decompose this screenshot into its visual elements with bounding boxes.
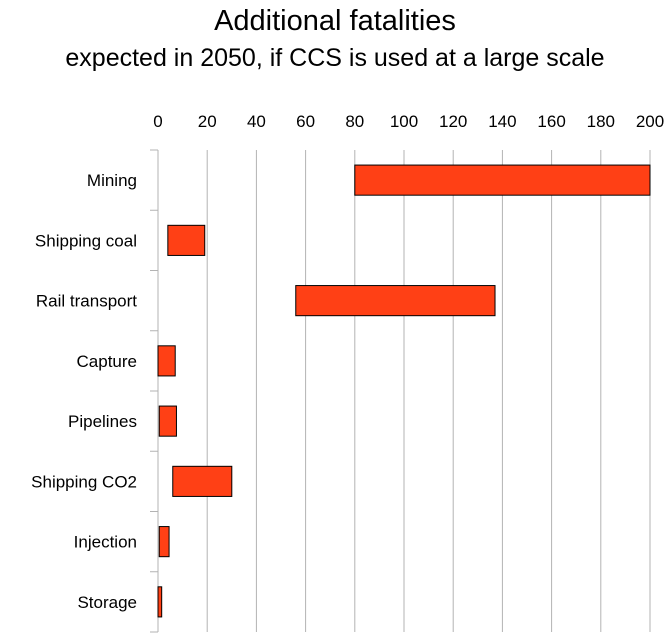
bar xyxy=(158,405,177,437)
bar xyxy=(295,285,496,317)
x-tick-label: 60 xyxy=(296,112,315,131)
chart-subtitle: expected in 2050, if CCS is used at a la… xyxy=(65,44,605,72)
y-tick-label: Mining xyxy=(87,171,137,190)
x-tick-label: 140 xyxy=(488,112,516,131)
bar xyxy=(157,586,163,618)
y-tick-label: Shipping CO2 xyxy=(31,472,137,491)
chart-title: Additional fatalities xyxy=(214,5,456,37)
x-tick-label: 160 xyxy=(537,112,565,131)
bar xyxy=(354,164,651,196)
x-tick-label: 200 xyxy=(636,112,664,131)
y-tick-label: Capture xyxy=(77,352,137,371)
x-tick-label: 0 xyxy=(153,112,162,131)
x-tick-label: 20 xyxy=(198,112,217,131)
y-tick-label: Shipping coal xyxy=(35,231,137,250)
x-tick-label: 100 xyxy=(390,112,418,131)
y-tick-label: Storage xyxy=(77,593,137,612)
x-tick-label: 40 xyxy=(247,112,266,131)
y-tick-label: Rail transport xyxy=(36,292,137,311)
bar xyxy=(157,345,176,377)
x-tick-label: 80 xyxy=(345,112,364,131)
y-tick-label: Injection xyxy=(74,533,137,552)
bar xyxy=(167,224,206,256)
y-tick-label: Pipelines xyxy=(68,412,137,431)
bar xyxy=(158,526,170,558)
x-tick-label: 180 xyxy=(587,112,615,131)
bar xyxy=(172,465,233,497)
x-tick-label: 120 xyxy=(439,112,467,131)
